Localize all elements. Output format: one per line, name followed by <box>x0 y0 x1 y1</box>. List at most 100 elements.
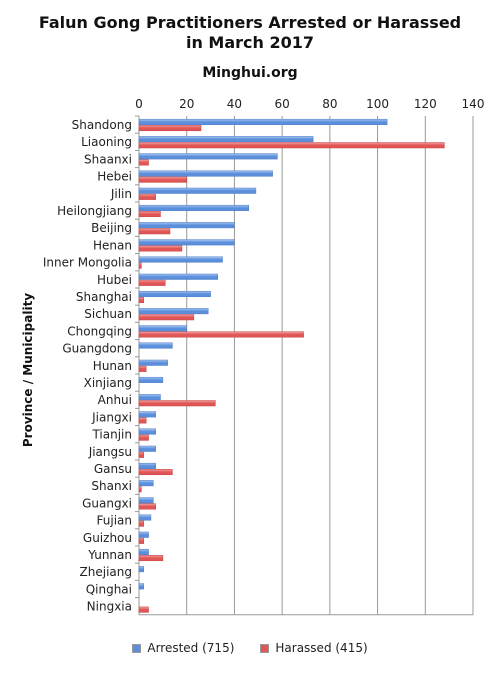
x-tick-label: 0 <box>135 97 143 111</box>
bar-harassed <box>138 451 145 458</box>
bar-arrested <box>138 548 149 555</box>
bar-arrested <box>138 256 223 263</box>
bar-arrested <box>138 462 156 469</box>
bar-harassed <box>138 365 147 372</box>
category-label: Guizhou <box>83 531 132 545</box>
bar-arrested <box>138 118 388 125</box>
bar-arrested <box>138 342 173 349</box>
bar-harassed <box>138 417 147 424</box>
bar-harassed <box>138 297 145 304</box>
bar-harassed <box>138 331 304 338</box>
x-tick-label: 100 <box>366 97 389 111</box>
legend-item-arrested: Arrested (715) <box>132 641 234 655</box>
bar-arrested <box>138 566 145 573</box>
chart-subtitle: Minghui.org <box>202 65 298 81</box>
bar-harassed <box>138 245 183 252</box>
x-tick-label: 120 <box>414 97 437 111</box>
bar-arrested <box>138 308 209 315</box>
category-label: Guangxi <box>82 496 132 510</box>
bar-harassed <box>138 125 202 132</box>
bar-harassed <box>138 606 149 613</box>
bar-harassed <box>138 469 173 476</box>
category-label: Ningxia <box>87 600 132 614</box>
bar-arrested <box>138 428 156 435</box>
bar-arrested <box>138 204 249 211</box>
bar-arrested <box>138 187 257 194</box>
category-label: Sichuan <box>84 307 132 321</box>
x-tick-label: 60 <box>275 97 290 111</box>
legend-swatch-arrested <box>132 643 142 653</box>
legend-swatch-harassed <box>260 643 270 653</box>
bar-arrested <box>138 153 278 160</box>
bar-arrested <box>138 273 218 280</box>
category-label: Liaoning <box>81 135 132 149</box>
category-label: Hunan <box>93 359 132 373</box>
bar-harassed <box>138 486 142 493</box>
bar-harassed <box>138 159 149 166</box>
bar-arrested <box>138 359 168 366</box>
category-label: Chongqing <box>67 324 132 338</box>
chart-title-line2: in March 2017 <box>185 33 315 52</box>
category-label: Yunnan <box>87 548 132 562</box>
chart-title-line1: Falun Gong Practitioners Arrested or Har… <box>38 13 462 32</box>
bar-harassed <box>138 279 166 286</box>
category-label: Shaanxi <box>84 152 132 166</box>
legend: Arrested (715) Harassed (415) <box>0 641 500 655</box>
category-label: Tianjin <box>91 428 132 442</box>
bar-harassed <box>138 142 445 149</box>
legend-label-arrested: Arrested (715) <box>147 641 235 655</box>
bar-arrested <box>138 290 211 297</box>
category-label: Zhejiang <box>80 565 132 579</box>
bar-arrested <box>138 222 235 229</box>
bar-arrested <box>138 583 145 590</box>
bar-harassed <box>138 434 149 441</box>
bar-harassed <box>138 193 156 200</box>
category-label: Anhui <box>98 393 132 407</box>
category-label: Xinjiang <box>84 376 132 390</box>
category-label: Jilin <box>110 187 132 201</box>
category-label: Shanxi <box>91 479 132 493</box>
bar-arrested <box>138 480 154 487</box>
bar-arrested <box>138 531 149 538</box>
bar-harassed <box>138 520 145 527</box>
category-label: Jiangxi <box>91 410 132 424</box>
bar-arrested <box>138 239 235 246</box>
bar-harassed <box>138 176 187 183</box>
category-label: Fujian <box>97 514 132 528</box>
bar-harassed <box>138 262 142 269</box>
bar-arrested <box>138 497 154 504</box>
category-label: Inner Mongolia <box>43 256 132 270</box>
category-label: Beijing <box>91 221 132 235</box>
category-label: Hubei <box>97 273 132 287</box>
bar-arrested <box>138 170 273 177</box>
bar-arrested <box>138 376 164 383</box>
bar-harassed <box>138 400 216 407</box>
category-label: Hebei <box>97 170 132 184</box>
category-label: Jiangsu <box>88 445 132 459</box>
bar-arrested <box>138 445 156 452</box>
category-label: Shandong <box>72 118 132 132</box>
x-tick-label: 40 <box>227 97 242 111</box>
category-label: Qinghai <box>86 582 132 596</box>
bar-harassed <box>138 228 171 235</box>
bar-harassed <box>138 555 164 562</box>
legend-item-harassed: Harassed (415) <box>260 641 368 655</box>
category-label: Henan <box>93 238 132 252</box>
x-tick-label: 80 <box>322 97 337 111</box>
bar-harassed <box>138 537 145 544</box>
bar-harassed <box>138 314 195 321</box>
bar-harassed <box>138 211 161 218</box>
bar-arrested <box>138 325 187 332</box>
category-label: Shanghai <box>76 290 132 304</box>
category-label: Gansu <box>94 462 132 476</box>
category-label: Guangdong <box>62 342 132 356</box>
x-tick-label: 20 <box>179 97 194 111</box>
bar-arrested <box>138 136 314 143</box>
legend-label-harassed: Harassed (415) <box>275 641 368 655</box>
x-tick-label: 140 <box>462 97 485 111</box>
bar-harassed <box>138 503 156 510</box>
bar-arrested <box>138 411 156 418</box>
bar-arrested <box>138 394 161 401</box>
